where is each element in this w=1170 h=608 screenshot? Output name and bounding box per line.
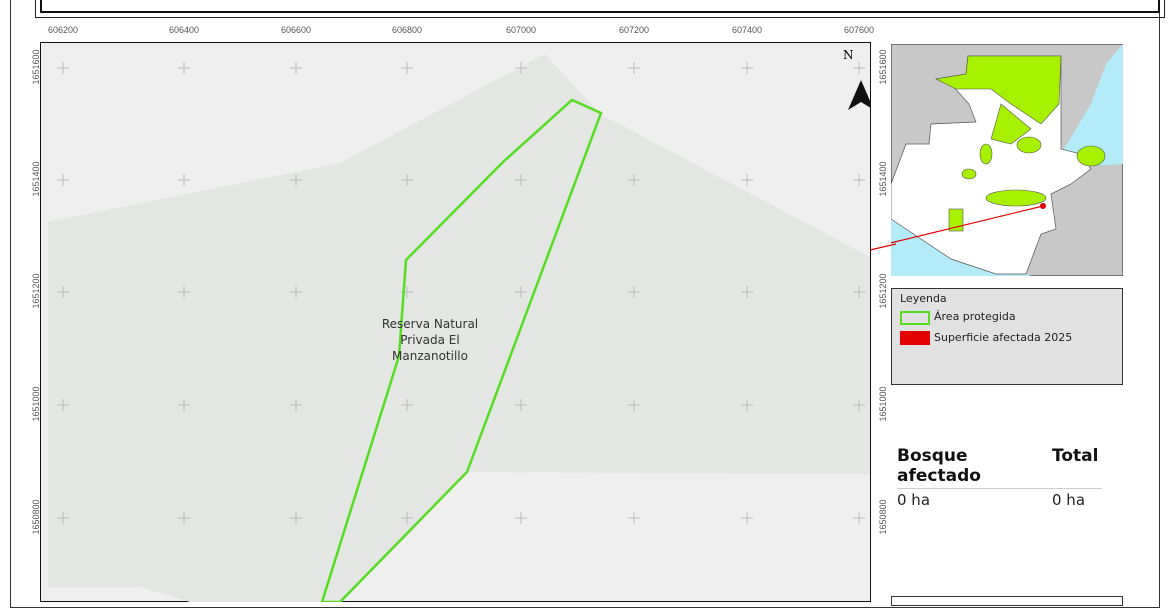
legend-item-label: Superficie afectada 2025 [934, 331, 1073, 344]
table-cell: 0 ha [897, 491, 931, 509]
table-cell: 0 ha [1052, 491, 1086, 509]
y-tick-label: 1651000 [31, 386, 41, 422]
y-tick-label: 1651400 [31, 161, 41, 197]
x-tick-label: 606200 [47, 25, 79, 35]
legend-item-label: Área protegida [934, 310, 1016, 323]
y-tick-label: 1651200 [878, 273, 888, 309]
north-arrow [848, 80, 871, 110]
area-label: Reserva Natural Privada El Manzanotillo [370, 316, 490, 364]
y-tick-label: 1651600 [31, 49, 41, 85]
affected-area-swatch [900, 331, 930, 345]
x-tick-label: 607600 [843, 25, 875, 35]
y-tick-label: 1650800 [878, 499, 888, 535]
table-header: Bosque afectado [897, 446, 981, 486]
x-tick-label: 606400 [168, 25, 200, 35]
north-label: N [843, 48, 854, 62]
area-label-line: Reserva Natural [381, 317, 479, 331]
x-tick-label: 607000 [505, 25, 537, 35]
title-box [35, 0, 1165, 18]
x-tick-label: 607400 [731, 25, 763, 35]
summary-table: Bosque afectado Total 0 ha 0 ha [897, 446, 1102, 509]
protected-area-outline [320, 98, 603, 602]
legend: Leyenda Área protegida Superficie afecta… [891, 288, 1123, 385]
main-map[interactable] [40, 42, 871, 602]
locator-line [869, 243, 896, 251]
x-tick-label: 607200 [618, 25, 650, 35]
y-tick-label: 1650800 [31, 499, 41, 535]
y-tick-label: 1651600 [878, 49, 888, 85]
protected-area-swatch [900, 311, 930, 325]
area-label-line: Manzanotillo [392, 349, 468, 363]
legend-title: Leyenda [900, 292, 947, 305]
inset-map [891, 44, 1123, 276]
y-tick-label: 1651000 [878, 386, 888, 422]
bottom-box [891, 596, 1123, 606]
x-tick-label: 606600 [280, 25, 312, 35]
forest-area [48, 54, 870, 602]
y-tick-label: 1651200 [31, 273, 41, 309]
table-header: Total [1052, 446, 1099, 466]
x-tick-label: 606800 [391, 25, 423, 35]
area-label-line: Privada El [400, 333, 460, 347]
